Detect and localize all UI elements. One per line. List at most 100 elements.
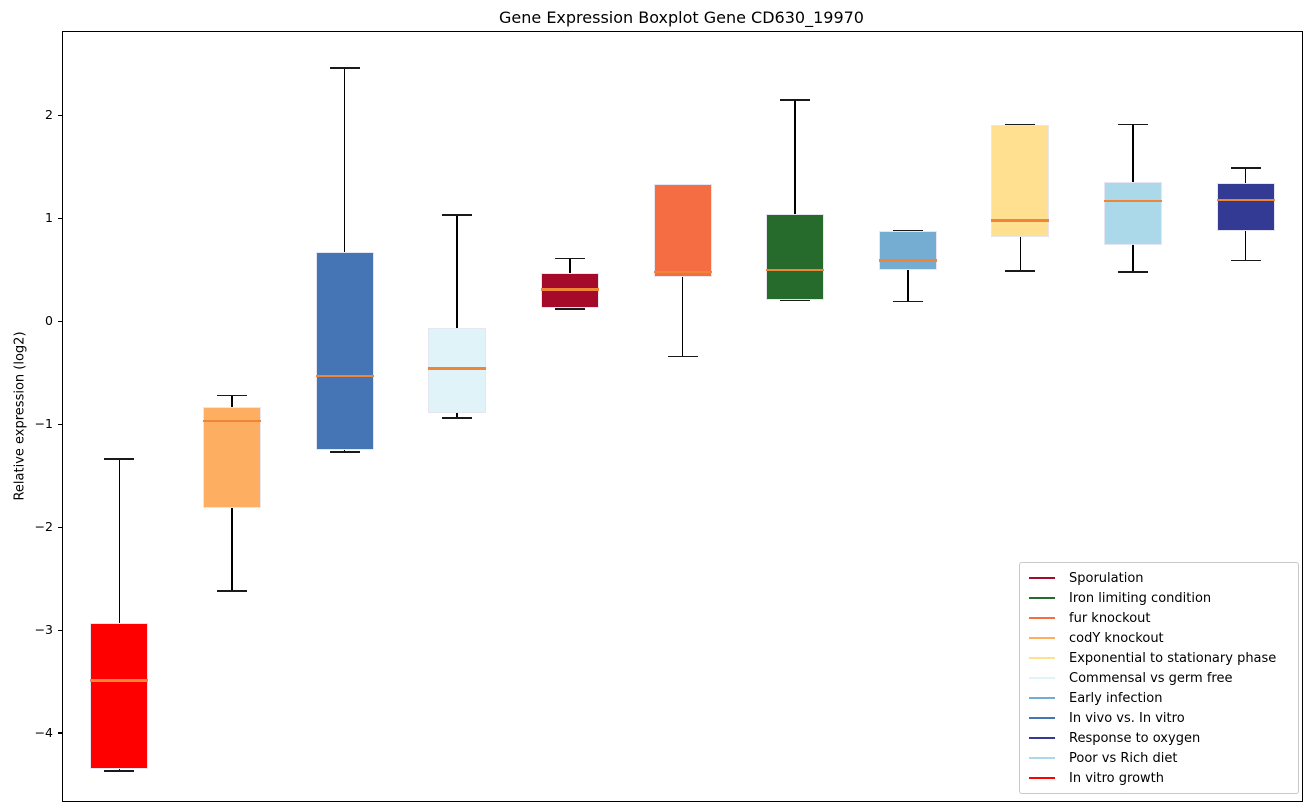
whisker-cap-lower	[1230, 259, 1261, 262]
whisker-lower	[343, 449, 346, 452]
legend-label: Iron limiting condition	[1069, 590, 1212, 606]
legend-swatch	[1029, 676, 1055, 680]
box-in-vitro-growth	[90, 622, 149, 770]
whisker-lower	[118, 769, 121, 772]
whisker-lower	[456, 412, 458, 419]
legend-item: In vitro growth	[1029, 768, 1289, 788]
box-fur-knockout	[653, 184, 712, 277]
median-line	[315, 374, 374, 378]
y-tick-label: −1	[34, 416, 53, 432]
legend-item: Response to oxygen	[1029, 728, 1289, 748]
legend-item: In vivo vs. In vitro	[1029, 708, 1289, 728]
whisker-upper	[456, 215, 458, 329]
whisker-cap-lower	[554, 308, 585, 310]
whisker-lower	[907, 269, 909, 302]
whisker-cap-upper	[1118, 123, 1149, 126]
whisker-lower	[231, 507, 233, 591]
y-tick-mark	[58, 526, 62, 528]
whisker-upper	[343, 68, 346, 253]
y-tick-mark	[58, 114, 62, 116]
median-line	[1216, 198, 1275, 202]
legend-label: In vitro growth	[1069, 770, 1164, 786]
legend-swatch	[1029, 716, 1055, 720]
y-tick-label: 0	[45, 313, 53, 329]
median-line	[653, 270, 712, 274]
whisker-cap-upper	[780, 99, 811, 101]
legend-swatch	[1029, 736, 1055, 740]
whisker-cap-upper	[554, 257, 585, 260]
legend-label: Early infection	[1069, 690, 1163, 706]
y-tick-label: 2	[45, 107, 53, 123]
plot-area: Sporulation Iron limiting condition fur kn…	[35, 31, 1303, 802]
y-tick-label: −3	[34, 622, 53, 638]
whisker-upper	[569, 258, 571, 273]
legend-item: Commensal vs germ free	[1029, 668, 1289, 688]
legend-swatch	[1029, 696, 1055, 700]
whisker-lower	[1019, 236, 1022, 271]
whisker-cap-upper	[1230, 167, 1261, 169]
legend-swatch	[1029, 576, 1055, 580]
legend-label: Response to oxygen	[1069, 730, 1201, 746]
median-line	[878, 259, 937, 262]
legend-swatch	[1029, 636, 1055, 640]
whisker-cap-upper	[329, 67, 360, 69]
legend-item: Iron limiting condition	[1029, 588, 1289, 608]
legend-item: codY knockout	[1029, 628, 1289, 648]
legend-swatch	[1029, 596, 1055, 600]
whisker-cap-lower	[104, 770, 135, 772]
box-iron-limiting-condition	[766, 214, 825, 300]
box-poor-vs-rich-diet	[1104, 182, 1163, 246]
legend-item: Exponential to stationary phase	[1029, 648, 1289, 668]
y-tick-mark	[58, 423, 62, 425]
median-line	[202, 419, 261, 423]
legend-label: codY knockout	[1069, 630, 1164, 646]
box-exponential-to-stationary-phase	[991, 124, 1050, 237]
whisker-upper	[1244, 167, 1247, 184]
legend-item: fur knockout	[1029, 608, 1289, 628]
y-tick-label: 1	[45, 210, 53, 226]
box-response-to-oxygen	[1216, 183, 1275, 231]
box-commensal-vs-germ-free	[428, 328, 487, 413]
legend-label: Poor vs Rich diet	[1069, 750, 1178, 766]
legend-swatch	[1029, 756, 1055, 760]
whisker-cap-upper	[104, 458, 135, 460]
legend-label: Sporulation	[1069, 570, 1144, 586]
median-line	[428, 367, 487, 370]
legend-swatch	[1029, 616, 1055, 620]
legend-item: Early infection	[1029, 688, 1289, 708]
whisker-cap-lower	[667, 355, 698, 358]
legend: Sporulation Iron limiting condition fur kn…	[1019, 562, 1299, 794]
legend-label: Exponential to stationary phase	[1069, 650, 1277, 666]
whisker-cap-upper	[442, 214, 473, 216]
median-line	[991, 219, 1050, 222]
whisker-upper	[231, 395, 233, 407]
chart-title: Gene Expression Boxplot Gene CD630_19970	[499, 8, 864, 27]
legend-label: In vivo vs. In vitro	[1069, 710, 1185, 726]
y-tick-mark	[58, 320, 62, 322]
box-early-infection	[878, 230, 937, 270]
box-in-vivo-vs-in-vitro	[315, 252, 374, 450]
legend-item: Poor vs Rich diet	[1029, 748, 1289, 768]
whisker-cap-lower	[892, 300, 923, 303]
legend-swatch	[1029, 776, 1055, 780]
whisker-cap-lower	[442, 417, 473, 419]
median-line	[90, 679, 149, 682]
whisker-cap-upper	[216, 394, 247, 397]
y-tick-label: −4	[34, 725, 53, 741]
median-line	[540, 288, 599, 291]
box-cody-knockout	[202, 406, 261, 508]
whisker-cap-lower	[1005, 270, 1036, 272]
whisker-upper	[118, 459, 121, 623]
whisker-upper	[1132, 124, 1134, 183]
y-tick-label: −2	[34, 519, 53, 535]
legend-label: Commensal vs germ free	[1069, 670, 1233, 686]
median-line	[1104, 199, 1163, 203]
y-tick-mark	[58, 217, 62, 219]
whisker-cap-lower	[329, 451, 360, 453]
whisker-lower	[681, 277, 684, 357]
legend-label: fur knockout	[1069, 610, 1151, 626]
legend-swatch	[1029, 656, 1055, 660]
whisker-upper	[794, 99, 796, 215]
whisker-lower	[1244, 230, 1247, 261]
